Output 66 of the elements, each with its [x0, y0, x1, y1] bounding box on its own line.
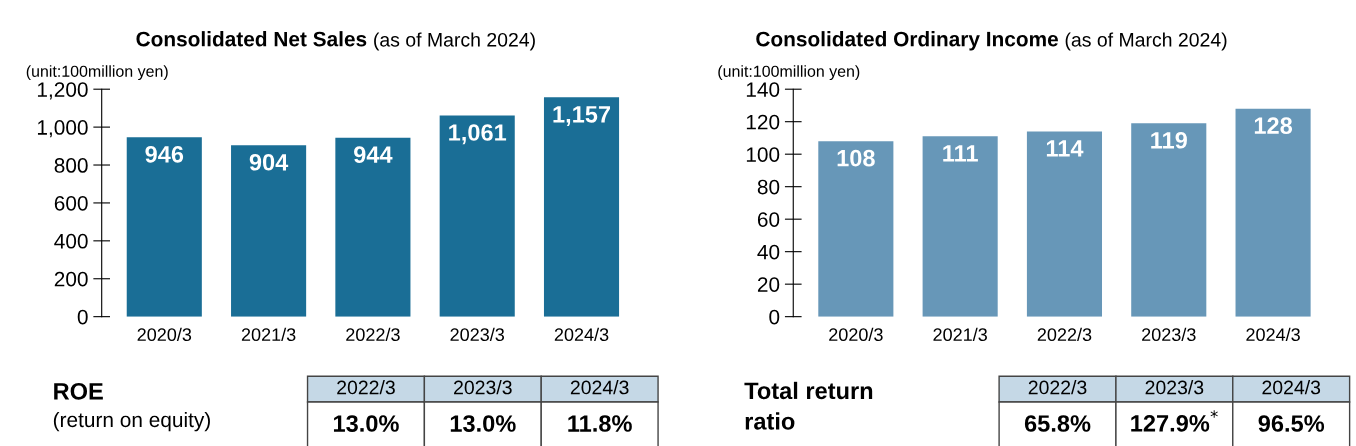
bar	[231, 145, 307, 317]
text: 11.8%	[568, 415, 632, 432]
chart-title: Consolidated Net Sales	[136, 31, 367, 47]
data-label: 944	[354, 146, 393, 164]
bar	[1235, 108, 1311, 317]
x-tick-label: 2021/3	[933, 327, 987, 342]
bar	[335, 137, 411, 317]
x-tick-label: 2021/3	[241, 327, 296, 342]
data-label: 111	[943, 145, 978, 162]
text: 96.5%	[1258, 415, 1325, 432]
bar	[1026, 131, 1103, 317]
bar	[439, 115, 515, 317]
text: Total return ratio	[744, 381, 873, 430]
y-tick-label: 400	[54, 233, 88, 249]
x-tick-label: 2023/3	[1142, 327, 1196, 342]
text: (return on equity)	[53, 411, 210, 432]
y-tick-label: 40	[757, 244, 780, 260]
text: 13.0%	[450, 415, 516, 432]
data-label: 108	[837, 149, 875, 167]
text: ROE	[54, 382, 103, 400]
category-label: 2024/3	[570, 380, 629, 395]
category-label: 2022/3	[337, 380, 395, 395]
chart-title: Consolidated Ordinary Income	[756, 31, 1058, 51]
data-label: 1,157	[553, 106, 611, 127]
text: 13.0%	[333, 415, 399, 432]
data-label: 1,061	[449, 124, 507, 145]
y-tick-label: 800	[54, 158, 88, 173]
category-label: 2024/3	[1262, 380, 1321, 395]
bar	[126, 137, 202, 317]
data-label: 946	[145, 145, 184, 163]
y-tick-label: 60	[757, 212, 780, 227]
y-tick-label: 200	[54, 271, 88, 287]
y-tick-label: 80	[757, 179, 780, 195]
bar	[543, 97, 620, 317]
x-tick-label: 2022/3	[346, 327, 400, 342]
y-tick-label: 0	[769, 309, 780, 325]
x-tick-label: 2024/3	[1246, 327, 1300, 342]
x-tick-label: 2022/3	[1037, 327, 1092, 342]
y-tick-label: 600	[54, 195, 88, 211]
data-label: 114	[1046, 140, 1084, 157]
data-label: 128	[1254, 117, 1293, 134]
category-label: 2023/3	[454, 380, 512, 395]
x-tick-label: 2020/3	[137, 327, 192, 342]
y-tick-label: 1,000	[37, 120, 88, 138]
x-tick-label: 2020/3	[829, 327, 883, 342]
data-label: 904	[249, 153, 289, 171]
x-tick-label: 2023/3	[450, 327, 505, 342]
bar	[922, 136, 998, 317]
text: 127.9%$^{*}$	[1131, 410, 1218, 432]
y-tick-label: 1,200	[37, 82, 88, 100]
chart-subtitle: (as of March 2024)	[1065, 32, 1227, 51]
y-axis-title: (unit:100million yen)	[26, 65, 168, 81]
bar	[1131, 123, 1207, 317]
bar	[818, 141, 894, 317]
category-label: 2023/3	[1145, 380, 1204, 395]
y-tick-label: 120	[746, 114, 780, 130]
category-label: 2022/3	[1028, 380, 1087, 395]
y-tick-label: 0	[77, 309, 88, 325]
data-label: 119	[1151, 131, 1187, 149]
y-tick-label: 100	[746, 147, 780, 162]
text: 65.8%	[1024, 415, 1091, 432]
x-tick-label: 2024/3	[554, 327, 609, 342]
chart-subtitle: (as of March 2024)	[374, 32, 535, 51]
y-tick-label: 140	[746, 82, 780, 97]
y-tick-label: 20	[757, 277, 780, 292]
y-axis-title: (unit:100million yen)	[718, 65, 860, 81]
